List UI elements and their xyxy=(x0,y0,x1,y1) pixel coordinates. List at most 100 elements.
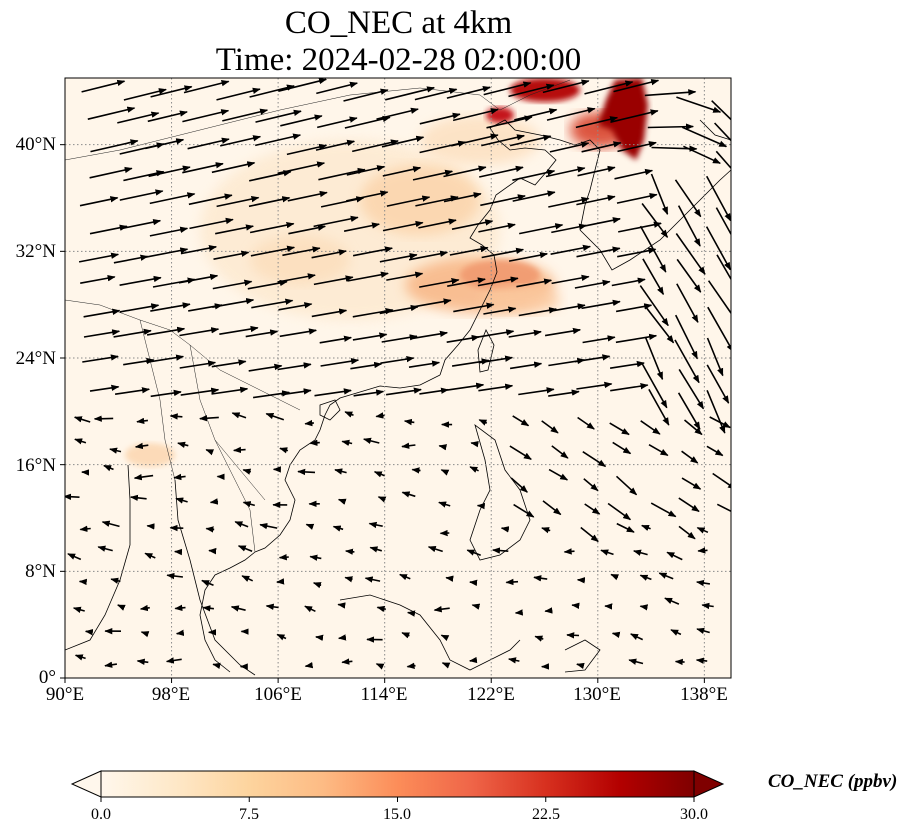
wind-arrow xyxy=(411,298,452,308)
wind-arrow xyxy=(445,575,454,582)
wind-arrow xyxy=(277,362,312,371)
wind-arrow xyxy=(584,80,634,95)
wind-arrow xyxy=(508,657,520,664)
wind-arrow xyxy=(664,597,680,605)
wind-arrow xyxy=(509,445,532,460)
wind-arrow xyxy=(533,575,548,582)
wind-arrow xyxy=(146,523,155,530)
wind-arrow xyxy=(618,221,662,233)
wind-arrow xyxy=(277,161,326,175)
wind-arrow xyxy=(510,477,528,493)
wind-arrow xyxy=(248,196,291,208)
wind-arrow xyxy=(182,109,230,123)
wind-arrow xyxy=(610,109,659,123)
wind-arrow xyxy=(265,603,279,611)
wind-arrow xyxy=(706,364,730,404)
wind-arrow xyxy=(650,502,677,518)
wind-arrow xyxy=(119,303,160,313)
lat-label-24: 24°N xyxy=(15,348,56,369)
wind-arrow xyxy=(376,605,386,613)
wind-arrow xyxy=(278,553,289,561)
wind-arrow xyxy=(139,604,150,612)
wind-arrow xyxy=(611,277,646,287)
wind-arrow xyxy=(287,190,328,202)
wind-arrow xyxy=(505,578,519,586)
wind-arrow xyxy=(696,627,710,634)
wind-arrow xyxy=(337,602,346,609)
wind-arrow xyxy=(711,100,731,121)
wind-arrow xyxy=(676,283,699,324)
wind-arrow xyxy=(166,572,183,580)
wind-arrow xyxy=(707,280,731,315)
wind-arrow xyxy=(67,553,82,561)
wind-arrow xyxy=(584,503,601,515)
wind-arrow xyxy=(666,551,683,561)
wind-arrow xyxy=(173,473,186,481)
wind-arrow xyxy=(369,546,383,553)
wind-arrow xyxy=(617,141,657,153)
wind-arrow xyxy=(709,416,731,429)
wind-arrow xyxy=(546,107,596,121)
wind-arrow xyxy=(706,337,724,377)
wind-arrow xyxy=(610,573,619,581)
wind-arrow xyxy=(211,161,256,174)
wind-arrow xyxy=(343,222,380,232)
plume-offshore xyxy=(480,286,560,314)
wind-arrow xyxy=(677,392,701,430)
wind-arrow xyxy=(628,658,644,665)
wind-arrow xyxy=(148,165,191,178)
wind-arrow xyxy=(600,549,614,556)
wind-arrow xyxy=(259,522,278,530)
wind-arrow xyxy=(205,526,215,533)
wind-arrow xyxy=(451,219,494,230)
wind-arrow xyxy=(640,420,661,435)
wind-arrow xyxy=(683,145,721,165)
wind-arrow xyxy=(610,382,649,392)
wind-arrow xyxy=(486,115,533,129)
wind-arrow xyxy=(255,109,302,123)
wind-arrow xyxy=(566,632,580,639)
wind-arrow xyxy=(318,167,366,181)
colorbar-tick-15: 15.0 xyxy=(383,806,411,823)
wind-arrow xyxy=(576,662,585,670)
wind-arrow xyxy=(583,478,599,492)
wind-arrow xyxy=(213,250,250,260)
wind-arrow xyxy=(140,631,150,638)
wind-arrow xyxy=(332,525,344,532)
wind-arrow xyxy=(73,416,91,423)
wind-arrow xyxy=(701,602,714,610)
wind-arrow xyxy=(344,115,391,129)
wind-arrow xyxy=(286,143,328,156)
wind-arrow xyxy=(433,606,450,613)
wind-arrow xyxy=(145,247,189,258)
wind-arrow xyxy=(117,111,160,124)
plume-bohai xyxy=(420,115,540,165)
wind-arrow xyxy=(583,217,621,227)
wind-arrow xyxy=(249,84,295,98)
wind-arrow xyxy=(150,389,182,398)
wind-arrow xyxy=(408,360,441,368)
wind-arrow xyxy=(419,278,460,288)
wind-arrow xyxy=(707,306,731,353)
wind-arrow xyxy=(576,246,621,258)
wind-arrow xyxy=(113,328,152,338)
wind-arrow xyxy=(305,523,315,530)
wind-arrow xyxy=(249,221,295,234)
wind-arrow xyxy=(480,194,526,207)
wind-arrow xyxy=(681,126,728,148)
wind-arrow xyxy=(347,271,389,282)
borneo-coast xyxy=(339,594,521,671)
wind-arrow xyxy=(481,134,525,147)
wind-arrow xyxy=(541,527,551,534)
wind-arrow xyxy=(314,388,352,397)
wind-arrow xyxy=(440,634,450,642)
wind-arrow xyxy=(519,223,564,235)
wind-arrow xyxy=(575,116,619,129)
wind-arrow xyxy=(607,502,632,521)
wind-arrow xyxy=(696,526,709,534)
wind-arrow xyxy=(577,165,616,177)
wind-arrow xyxy=(483,306,517,315)
wind-arrow xyxy=(381,135,425,148)
wind-arrow xyxy=(514,108,558,121)
wind-arrow xyxy=(304,419,314,427)
